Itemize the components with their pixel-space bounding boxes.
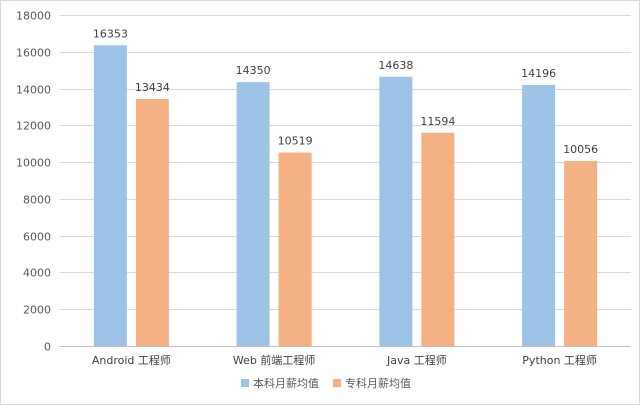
y-tick-label: 0 [44, 341, 51, 354]
bar-bachelor-3 [522, 84, 556, 347]
bar-bachelor-1 [236, 82, 270, 346]
legend: 本科月薪均值 专科月薪均值 [241, 376, 411, 390]
legend-swatch-1 [333, 379, 341, 387]
data-label: 14196 [521, 67, 556, 80]
legend-swatch-0 [241, 379, 249, 387]
x-category-label: Web 前端工程师 [233, 353, 315, 367]
x-category-label: Android 工程师 [92, 354, 171, 367]
bar-associate-0 [135, 98, 169, 346]
y-axis-tick-labels: 0 2000 4000 6000 8000 10000 12000 14000 16000 180… [16, 10, 51, 354]
data-label: 10056 [563, 143, 598, 156]
bar-bachelor-0 [93, 45, 127, 346]
data-label: 14638 [378, 59, 413, 72]
bar-bachelor-2 [379, 76, 413, 346]
y-tick-label: 18000 [16, 10, 51, 23]
y-tick-label: 14000 [16, 84, 51, 97]
data-label: 16353 [93, 27, 128, 40]
y-tick-label: 4000 [23, 267, 51, 280]
y-tick-label: 16000 [16, 47, 51, 60]
data-label: 13434 [135, 81, 170, 94]
bar-associate-1 [278, 152, 312, 346]
data-label: 14350 [236, 64, 271, 77]
y-tick-label: 2000 [23, 304, 51, 317]
bar-associate-2 [421, 132, 455, 346]
y-tick-label: 12000 [16, 120, 51, 133]
x-category-label: Python 工程师 [522, 354, 597, 367]
data-label: 11594 [420, 115, 455, 128]
y-tick-label: 6000 [23, 231, 51, 244]
legend-label-0: 本科月薪均值 [253, 376, 319, 390]
bars [93, 45, 598, 347]
x-category-label: Java 工程师 [386, 354, 447, 367]
data-labels: 16353 13434 14350 10519 14638 11594 14196 10056 [93, 27, 598, 156]
y-tick-label: 10000 [16, 157, 51, 170]
legend-label-1: 专科月薪均值 [345, 376, 411, 390]
bar-associate-3 [564, 161, 598, 346]
x-axis-category-labels: Android 工程师 Web 前端工程师 Java 工程师 Python 工程师 [92, 353, 597, 367]
y-tick-label: 8000 [23, 194, 51, 207]
data-label: 10519 [278, 135, 313, 148]
